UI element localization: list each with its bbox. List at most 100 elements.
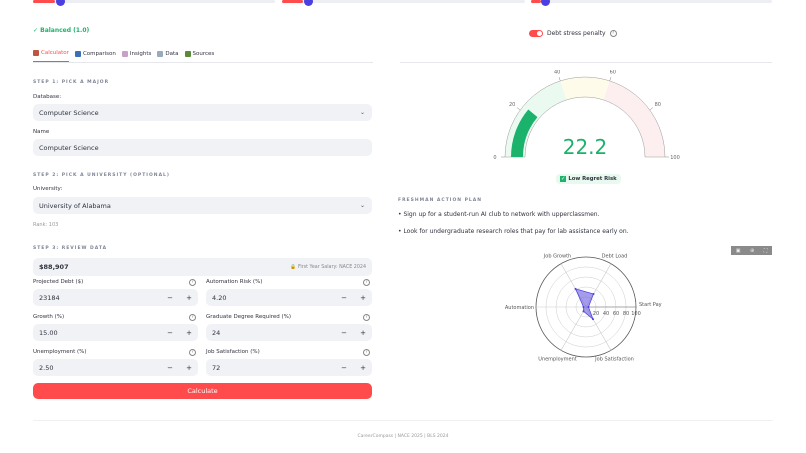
- gauge-tick: [558, 77, 561, 81]
- book-icon: [157, 50, 164, 57]
- number-input[interactable]: 24 − +: [206, 324, 372, 341]
- zoom-icon[interactable]: ⊕: [750, 247, 755, 254]
- toggle-label: Debt stress penalty: [547, 30, 606, 37]
- bar-chart-icon: [74, 50, 81, 57]
- tab-comparison[interactable]: Comparison: [74, 50, 116, 62]
- tab-calculator[interactable]: Calculator: [33, 50, 69, 62]
- increment-button[interactable]: +: [186, 293, 192, 302]
- regret-gauge: 0 20 40 60 80 100: [493, 70, 680, 161]
- radar-point: [582, 306, 585, 308]
- number-input[interactable]: 2.50 − +: [33, 359, 198, 376]
- gauge-value: 22.2: [562, 135, 608, 159]
- radar-point: [592, 318, 594, 321]
- check-icon: ✓: [560, 176, 567, 182]
- help-icon[interactable]: ?: [363, 314, 370, 321]
- gauge-tick-label: 100: [670, 155, 680, 161]
- radar-axis-label: Start Pay: [639, 302, 662, 308]
- slider-2[interactable]: [282, 0, 525, 6]
- tab-sources[interactable]: Sources: [184, 50, 215, 62]
- field-label: Graduate Degree Required (%): [206, 314, 292, 320]
- radar-tick-label: 80: [623, 311, 629, 317]
- gauge-tick-label: 80: [655, 102, 661, 108]
- gauge-tick: [516, 107, 521, 111]
- tab-data[interactable]: Data: [157, 50, 179, 62]
- calculator-icon: [33, 50, 39, 56]
- increment-button[interactable]: +: [186, 363, 192, 372]
- slider-thumb[interactable]: [56, 0, 65, 6]
- slider-thumb[interactable]: [304, 0, 313, 6]
- field-value: 23184: [39, 293, 60, 302]
- number-input[interactable]: 23184 − +: [33, 289, 198, 306]
- help-icon[interactable]: ?: [189, 279, 196, 286]
- slider-thumb[interactable]: [541, 0, 550, 6]
- calculate-button[interactable]: Calculate: [33, 383, 372, 399]
- help-icon[interactable]: ?: [189, 349, 196, 356]
- radar-point: [592, 293, 595, 296]
- number-input[interactable]: 15.00 − +: [33, 324, 198, 341]
- number-input[interactable]: 4.20 − +: [206, 289, 372, 306]
- increment-button[interactable]: +: [360, 328, 366, 337]
- step3-heading: STEP 3: REVIEW DATA: [33, 246, 108, 251]
- slider-3[interactable]: [531, 0, 772, 6]
- radar-tick-label: 40: [603, 311, 609, 317]
- field-value: 24: [212, 328, 221, 337]
- lock-icon: 🔒: [290, 264, 297, 270]
- camera-icon[interactable]: ▣: [735, 247, 741, 254]
- decrement-button[interactable]: −: [341, 328, 347, 337]
- database-select[interactable]: Computer Science ⌄: [33, 104, 372, 121]
- debt-stress-toggle-row: Debt stress penalty ?: [529, 30, 617, 37]
- tab-label: Comparison: [82, 50, 116, 57]
- fullscreen-icon[interactable]: ⛶: [763, 247, 768, 254]
- tab-insights[interactable]: Insights: [121, 50, 151, 62]
- name-input[interactable]: Computer Science: [33, 139, 372, 156]
- tab-label: Sources: [192, 50, 215, 57]
- risk-label: Low Regret Risk: [568, 176, 617, 182]
- tab-label: Calculator: [41, 50, 69, 56]
- increment-button[interactable]: +: [360, 363, 366, 372]
- radar-axis-label: Unemployment: [538, 356, 576, 362]
- decrement-button[interactable]: −: [341, 363, 347, 372]
- help-icon[interactable]: ?: [189, 314, 196, 321]
- chevron-down-icon: ⌄: [359, 202, 365, 209]
- decrement-button[interactable]: −: [167, 328, 173, 337]
- gauge-value-bar: [511, 109, 538, 157]
- radar-axis-label: Job Growth: [543, 254, 571, 260]
- decrement-button[interactable]: −: [167, 363, 173, 372]
- decrement-button[interactable]: −: [167, 293, 173, 302]
- gauge-tick-label: 40: [554, 70, 560, 75]
- field-value: 72: [212, 363, 221, 372]
- increment-button[interactable]: +: [186, 328, 192, 337]
- step1-heading: STEP 1: PICK A MAJOR: [33, 80, 110, 85]
- university-label: University:: [33, 186, 63, 192]
- gauge-band-high: [603, 80, 665, 157]
- radar-tick-label: 100: [631, 311, 641, 317]
- field-label: Growth (%): [33, 314, 65, 320]
- debt-stress-toggle[interactable]: [529, 30, 543, 37]
- books-icon: [184, 50, 191, 57]
- step2-heading: STEP 2: PICK A UNIVERSITY (OPTIONAL): [33, 173, 170, 178]
- action-item: • Sign up for a student-run AI club to n…: [398, 211, 600, 218]
- balance-status: ✓ Balanced (1.0): [33, 27, 90, 34]
- slider-1[interactable]: [33, 0, 275, 6]
- help-icon[interactable]: ?: [609, 30, 617, 37]
- radar-point: [587, 306, 590, 308]
- gauge-band-mid: [560, 77, 610, 100]
- salary-source: First Year Salary: NACE 2024: [297, 264, 366, 270]
- help-icon[interactable]: ?: [363, 279, 370, 286]
- gauge-tick-label: 20: [509, 102, 515, 108]
- decrement-button[interactable]: −: [341, 293, 347, 302]
- help-icon[interactable]: ?: [363, 349, 370, 356]
- university-select[interactable]: University of Alabama ⌄: [33, 197, 372, 214]
- increment-button[interactable]: +: [360, 293, 366, 302]
- name-value: Computer Science: [39, 143, 99, 152]
- gauge-tick-label: 0: [493, 155, 496, 161]
- radar-axis-label: Automation: [505, 305, 534, 311]
- chevron-down-icon: ⌄: [359, 109, 365, 116]
- radar-axis: [560, 306, 587, 351]
- gauge-tick-label: 60: [610, 70, 616, 75]
- field-label: Unemployment (%): [33, 349, 87, 355]
- number-input[interactable]: 72 − +: [206, 359, 372, 376]
- radar-point: [574, 287, 577, 290]
- radar-tick-label: 20: [593, 311, 599, 317]
- field-label: Projected Debt ($): [33, 279, 84, 285]
